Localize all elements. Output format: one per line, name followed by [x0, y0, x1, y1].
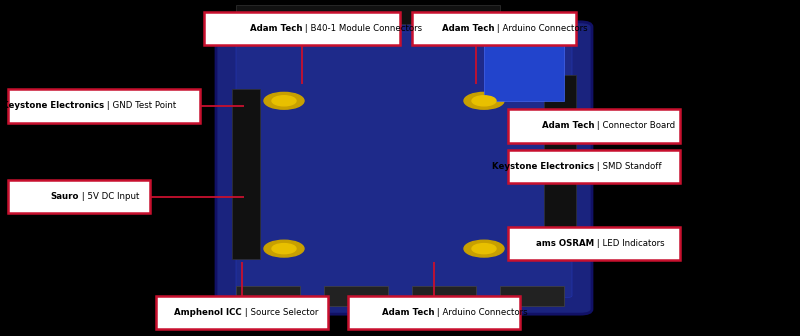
FancyBboxPatch shape [412, 286, 476, 306]
Text: ams OSRAM: ams OSRAM [536, 239, 594, 248]
FancyBboxPatch shape [412, 12, 576, 45]
Circle shape [264, 240, 304, 257]
Text: | 5V DC Input: | 5V DC Input [79, 192, 139, 201]
FancyBboxPatch shape [236, 32, 572, 297]
FancyBboxPatch shape [8, 180, 150, 213]
Circle shape [272, 96, 296, 106]
Text: Adam Tech: Adam Tech [250, 24, 302, 33]
Text: Amphenol ICC: Amphenol ICC [174, 308, 242, 317]
FancyBboxPatch shape [324, 286, 388, 306]
FancyBboxPatch shape [8, 89, 200, 123]
Text: | Connector Board: | Connector Board [594, 122, 675, 130]
Text: Sauro: Sauro [50, 192, 79, 201]
Circle shape [464, 92, 504, 109]
FancyBboxPatch shape [508, 227, 680, 260]
Text: Adam Tech: Adam Tech [442, 24, 494, 33]
FancyBboxPatch shape [216, 22, 592, 314]
Text: | GND Test Point: | GND Test Point [104, 101, 176, 110]
FancyBboxPatch shape [232, 89, 260, 259]
Text: | LED Indicators: | LED Indicators [594, 239, 665, 248]
Circle shape [272, 244, 296, 254]
FancyBboxPatch shape [500, 286, 564, 306]
FancyBboxPatch shape [544, 75, 576, 259]
Text: Keystone Electronics: Keystone Electronics [2, 101, 104, 110]
Text: Adam Tech: Adam Tech [542, 122, 594, 130]
Circle shape [264, 92, 304, 109]
Text: | Arduino Connectors: | Arduino Connectors [434, 308, 528, 317]
Circle shape [464, 240, 504, 257]
FancyBboxPatch shape [156, 296, 328, 329]
Circle shape [472, 96, 496, 106]
FancyBboxPatch shape [508, 109, 680, 143]
Text: | Source Selector: | Source Selector [242, 308, 318, 317]
Circle shape [472, 244, 496, 254]
Text: Keystone Electronics: Keystone Electronics [492, 162, 594, 171]
FancyBboxPatch shape [204, 12, 400, 45]
FancyBboxPatch shape [236, 5, 500, 24]
Text: Adam Tech: Adam Tech [382, 308, 434, 317]
FancyBboxPatch shape [236, 286, 300, 306]
Text: | B40-1 Module Connectors: | B40-1 Module Connectors [302, 24, 422, 33]
FancyBboxPatch shape [348, 296, 520, 329]
FancyBboxPatch shape [508, 150, 680, 183]
Text: | Arduino Connectors: | Arduino Connectors [494, 24, 588, 33]
Text: | SMD Standoff: | SMD Standoff [594, 162, 662, 171]
FancyBboxPatch shape [484, 17, 564, 101]
